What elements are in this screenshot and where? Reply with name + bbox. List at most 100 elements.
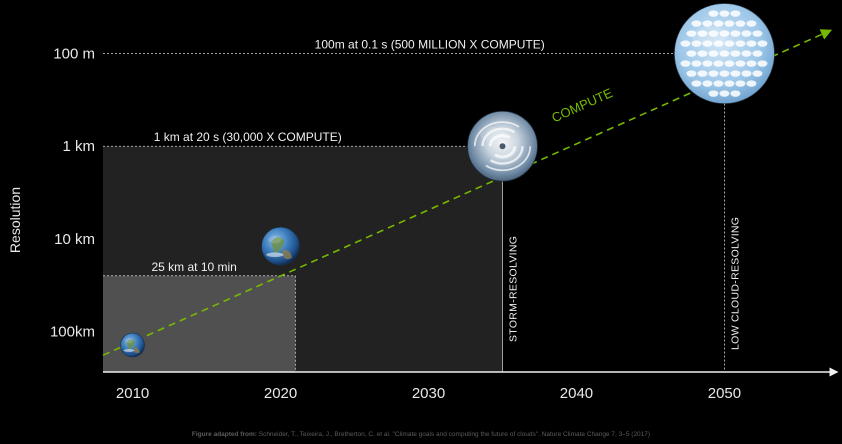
x-tick-label-2050: 2050: [708, 385, 741, 402]
globe-2050-cloudlet-29: [730, 50, 741, 57]
globe-2010-highlight: [124, 338, 134, 344]
globe-2050-cloudlet-14: [730, 30, 741, 37]
globe-2050-cloudlet-44: [730, 70, 741, 77]
globe-2050-cloudlet-32: [680, 60, 691, 67]
globe-2035-swirl-1: [494, 146, 517, 159]
globe-2050-cloudlet-8: [735, 20, 746, 27]
globe-2050-cloudlet-20: [713, 40, 724, 47]
globe-2050-cloudlet-47: [691, 80, 702, 87]
globe-2050-cloudlet-37: [735, 60, 746, 67]
globe-2050-cloudlet-52: [746, 80, 757, 87]
globe-2050-cloudlet-18: [691, 40, 702, 47]
globe-2050-cloudlet-31: [752, 50, 763, 57]
globe-2050-cloudlet-23: [746, 40, 757, 47]
globe-2050-cloudlet-12: [708, 30, 719, 37]
labels-layer: 25 km at 10 min 1 km at 20 s (30,000 X CO…: [151, 38, 741, 350]
globe-2050-cloudlet-54: [719, 90, 730, 97]
globe-2050-cloudlet-36: [724, 60, 735, 67]
globe-2050-highlight: [691, 26, 727, 47]
globe-2050-cloudlet-17: [680, 40, 691, 47]
globe-2050-cloudlet-6: [713, 20, 724, 27]
y-tick-label-1: 100km: [50, 324, 95, 341]
globe-2050-cloudlet-3: [730, 10, 741, 17]
globe-2050-cloudlet-21: [724, 40, 735, 47]
globe-2050-cloudlet-38: [746, 60, 757, 67]
globe-2050-cloudlet-22: [735, 40, 746, 47]
globe-2050-cloudlet-7: [724, 20, 735, 27]
globe-2050-cloudlet-16: [752, 30, 763, 37]
globe-2010-cloud: [123, 349, 135, 352]
globe-2050-cloudlet-27: [708, 50, 719, 57]
globe-2035: [467, 110, 538, 182]
regions-layer: [103, 146, 503, 372]
x-tick-label-2010: 2010: [116, 385, 149, 402]
globe-2050-cloudlet-39: [757, 60, 768, 67]
annotation-label-1: 100m at 0.1 s (500 MILLION X COMPUTE): [315, 38, 545, 52]
globe-2035-swirl-3: [485, 146, 532, 172]
globe-2050-cloudlet-33: [691, 60, 702, 67]
marker-label-1: STORM-RESOLVING: [507, 236, 519, 342]
globe-2010: [120, 332, 145, 358]
globe-2050-cloudlet-2: [719, 10, 730, 17]
globe-2010-land: [126, 339, 135, 350]
globe-2010-land-2: [133, 347, 140, 354]
globe-2050-cloudlet-10: [686, 30, 697, 37]
y-tick-label-2: 10 km: [54, 231, 95, 248]
y-axis-label: Resolution: [7, 187, 23, 253]
globes-layer: [120, 3, 775, 358]
globe-2050-cloudlet-51: [735, 80, 746, 87]
globe-2050-cloudlet-28: [719, 50, 730, 57]
footnote-text: Schneider, T., Teixeira, J., Bretherton,…: [257, 431, 650, 438]
globe-2050-cloudlet-9: [746, 20, 757, 27]
globe-2035-swirl-b-1: [488, 134, 511, 147]
globe-2020-highlight: [268, 235, 282, 244]
axis-layer: 2010 2020 2030 2040 2050 100km 10 km 1 km 100 m R…: [7, 46, 839, 402]
region-label-2: 1 km at 20 s (30,000 X COMPUTE): [154, 130, 342, 144]
globe-2035-highlight: [479, 126, 505, 141]
globe-2035-eye: [499, 143, 506, 150]
globe-2035-swirl-2: [489, 146, 524, 165]
globe-2020-land-2: [282, 249, 292, 260]
globe-2050-cloudlet-35: [713, 60, 724, 67]
y-tick-label-4: 100 m: [53, 46, 95, 63]
globe-2035-swirl-b-3: [473, 121, 520, 147]
globe-2050-cloudlet-11: [697, 30, 708, 37]
x-tick-label-2040: 2040: [560, 385, 593, 402]
x-tick-label-2030: 2030: [412, 385, 445, 402]
grid-layer: [103, 53, 725, 372]
region-2: [103, 275, 296, 372]
globe-2020-land: [271, 237, 285, 254]
globe-2050-cloudlet-24: [757, 40, 768, 47]
globe-2050-cloudlet-45: [741, 70, 752, 77]
globe-2050-cloudlet-1: [708, 10, 719, 17]
globe-2050-cloudlet-55: [730, 90, 741, 97]
globe-2050-cloudlet-34: [702, 60, 713, 67]
y-tick-label-3: 1 km: [62, 138, 95, 155]
region-label-1: 25 km at 10 min: [151, 260, 236, 274]
globe-2050-cloudlet-43: [719, 70, 730, 77]
globe-2050-cloudlet-48: [702, 80, 713, 87]
footnote-bold: Figure adapted from:: [192, 431, 257, 438]
globe-2050-cloudlet-15: [741, 30, 752, 37]
x-tick-label-2020: 2020: [264, 385, 297, 402]
globe-2050-cloudlet-30: [741, 50, 752, 57]
globe-2050-cloudlet-5: [702, 20, 713, 27]
globe-2020-cloud: [266, 252, 284, 258]
globe-2050-cloudlet-42: [708, 70, 719, 77]
globe-2050-cloudlet-26: [697, 50, 708, 57]
globe-2050-cloudlet-46: [752, 70, 763, 77]
compute-trend-label: COMPUTE: [549, 85, 615, 125]
footnote: Figure adapted from: Schneider, T., Teix…: [192, 431, 650, 438]
globe-2050-cloudlet-13: [719, 30, 730, 37]
globe-2050-cloudlet-50: [724, 80, 735, 87]
globe-2050-cloudlet-49: [713, 80, 724, 87]
globe-2035-swirl-b-2: [481, 127, 516, 147]
globe-2050: [674, 3, 775, 104]
globe-2050-cloudlet-40: [686, 70, 697, 77]
globe-2050-cloudlet-19: [702, 40, 713, 47]
marker-label-2: LOW CLOUD-RESOLVING: [729, 217, 741, 350]
globe-2050-cloudlet-53: [708, 90, 719, 97]
globe-2050-cloudlet-4: [691, 20, 702, 27]
globe-2020: [261, 226, 300, 266]
